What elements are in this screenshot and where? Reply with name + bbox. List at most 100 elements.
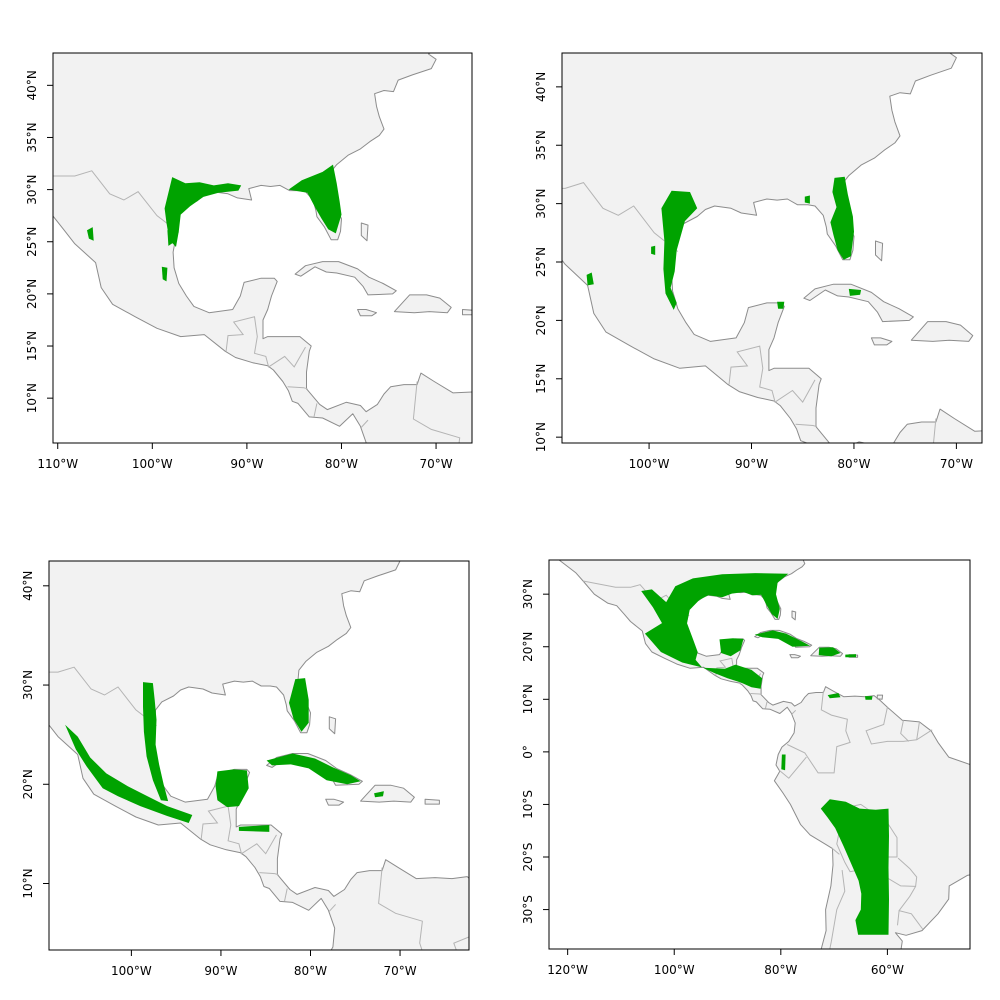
x-tick-label: 60°W bbox=[871, 963, 904, 977]
y-tick-label: 35°N bbox=[25, 122, 39, 152]
country-border bbox=[225, 316, 306, 368]
land-polygon bbox=[49, 561, 469, 950]
species-range bbox=[215, 769, 249, 808]
species-range bbox=[777, 301, 785, 309]
species-range bbox=[161, 266, 168, 282]
y-tick-label: 10°N bbox=[21, 868, 35, 898]
x-tick-label: 100°W bbox=[654, 963, 695, 977]
species-range bbox=[65, 724, 193, 823]
map-area bbox=[562, 53, 982, 613]
country-border bbox=[432, 693, 445, 706]
x-tick-label: 90°W bbox=[204, 964, 237, 978]
x-tick-label: 120°W bbox=[547, 963, 588, 977]
x-tick-label: 110°W bbox=[37, 457, 78, 471]
species-range bbox=[374, 791, 384, 798]
land-polygon bbox=[875, 240, 884, 262]
land-polygon bbox=[791, 610, 797, 621]
species-range bbox=[266, 753, 361, 785]
country-border bbox=[200, 805, 277, 855]
country-border bbox=[287, 386, 308, 390]
map-frame bbox=[548, 559, 971, 950]
land-polygon bbox=[357, 309, 377, 317]
country-border bbox=[562, 182, 679, 252]
y-tick-label: 30°N bbox=[534, 189, 548, 219]
x-tick-label: 70°W bbox=[940, 457, 973, 471]
y-tick-label: 20°N bbox=[521, 632, 535, 662]
species-range bbox=[586, 272, 594, 286]
species-range bbox=[830, 176, 854, 260]
map-panel-1: 110°W 100°W 90°W 80°W 70°W 10°N 15°N 20°N 25°N 30… bbox=[25, 52, 583, 817]
map-area bbox=[558, 560, 970, 949]
species-range bbox=[845, 654, 856, 658]
country-border bbox=[897, 909, 924, 930]
species-range bbox=[651, 245, 656, 255]
land-polygon bbox=[393, 294, 452, 314]
country-border bbox=[507, 713, 583, 769]
y-tick-label: 30°N bbox=[25, 174, 39, 204]
x-tick-label: 80°W bbox=[325, 457, 358, 471]
species-range bbox=[167, 229, 174, 246]
x-tick-label: 80°W bbox=[837, 457, 870, 471]
y-tick-label: 20°S bbox=[521, 843, 535, 872]
country-border bbox=[284, 888, 288, 902]
land-polygon bbox=[328, 716, 337, 735]
map-panel-4: 120°W 100°W 80°W 60°W 30°S 20°S 10°S 0° 10°N 20°N… bbox=[521, 559, 971, 977]
country-border bbox=[53, 170, 180, 233]
land-polygon bbox=[876, 694, 884, 700]
y-tick-label: 15°N bbox=[25, 331, 39, 361]
x-tick-label: 70°W bbox=[383, 964, 416, 978]
land-polygon bbox=[462, 309, 472, 316]
country-border bbox=[831, 847, 840, 855]
country-border bbox=[826, 442, 828, 443]
x-tick-label: 100°W bbox=[629, 457, 670, 471]
species-range bbox=[641, 573, 789, 689]
country-border bbox=[328, 904, 336, 912]
y-tick-label: 40°N bbox=[25, 70, 39, 100]
species-range bbox=[289, 678, 309, 732]
country-border bbox=[851, 566, 903, 613]
species-range bbox=[288, 164, 342, 234]
x-tick-label: 90°W bbox=[735, 457, 768, 471]
country-border bbox=[750, 693, 762, 696]
x-tick-label: 100°W bbox=[132, 457, 173, 471]
country-border bbox=[554, 440, 568, 482]
species-range bbox=[820, 799, 889, 935]
country-border bbox=[49, 666, 157, 727]
species-range bbox=[719, 638, 744, 657]
species-range bbox=[164, 177, 242, 247]
land-polygon bbox=[870, 337, 893, 346]
y-tick-label: 25°N bbox=[534, 247, 548, 277]
land-polygon bbox=[789, 654, 801, 659]
species-range bbox=[661, 190, 698, 310]
country-border bbox=[916, 721, 920, 740]
species-range bbox=[781, 754, 786, 771]
land-polygon bbox=[325, 798, 345, 806]
land-polygon bbox=[294, 261, 397, 296]
y-tick-label: 10°N bbox=[25, 383, 39, 413]
y-tick-label: 40°N bbox=[21, 571, 35, 601]
y-tick-label: 25°N bbox=[25, 227, 39, 257]
country-border bbox=[791, 709, 797, 715]
land-polygon bbox=[53, 53, 472, 443]
country-border bbox=[412, 381, 461, 443]
land-polygon bbox=[562, 53, 982, 443]
country-border bbox=[865, 707, 933, 745]
x-tick-label: 80°W bbox=[294, 964, 327, 978]
species-range bbox=[818, 647, 841, 657]
species-range bbox=[804, 195, 810, 204]
species-range bbox=[754, 630, 811, 647]
land-polygon bbox=[473, 876, 482, 884]
country-border bbox=[551, 769, 580, 817]
x-tick-label: 90°W bbox=[230, 457, 263, 471]
y-tick-label: 15°N bbox=[534, 364, 548, 394]
country-border bbox=[308, 993, 354, 1000]
country-border bbox=[360, 419, 369, 428]
species-range bbox=[827, 693, 841, 699]
y-tick-label: 20°N bbox=[21, 769, 35, 799]
y-tick-label: 10°N bbox=[534, 422, 548, 452]
land-polygon bbox=[424, 798, 440, 805]
y-tick-label: 30°N bbox=[521, 579, 535, 609]
country-border bbox=[786, 690, 851, 774]
country-border bbox=[764, 701, 768, 709]
